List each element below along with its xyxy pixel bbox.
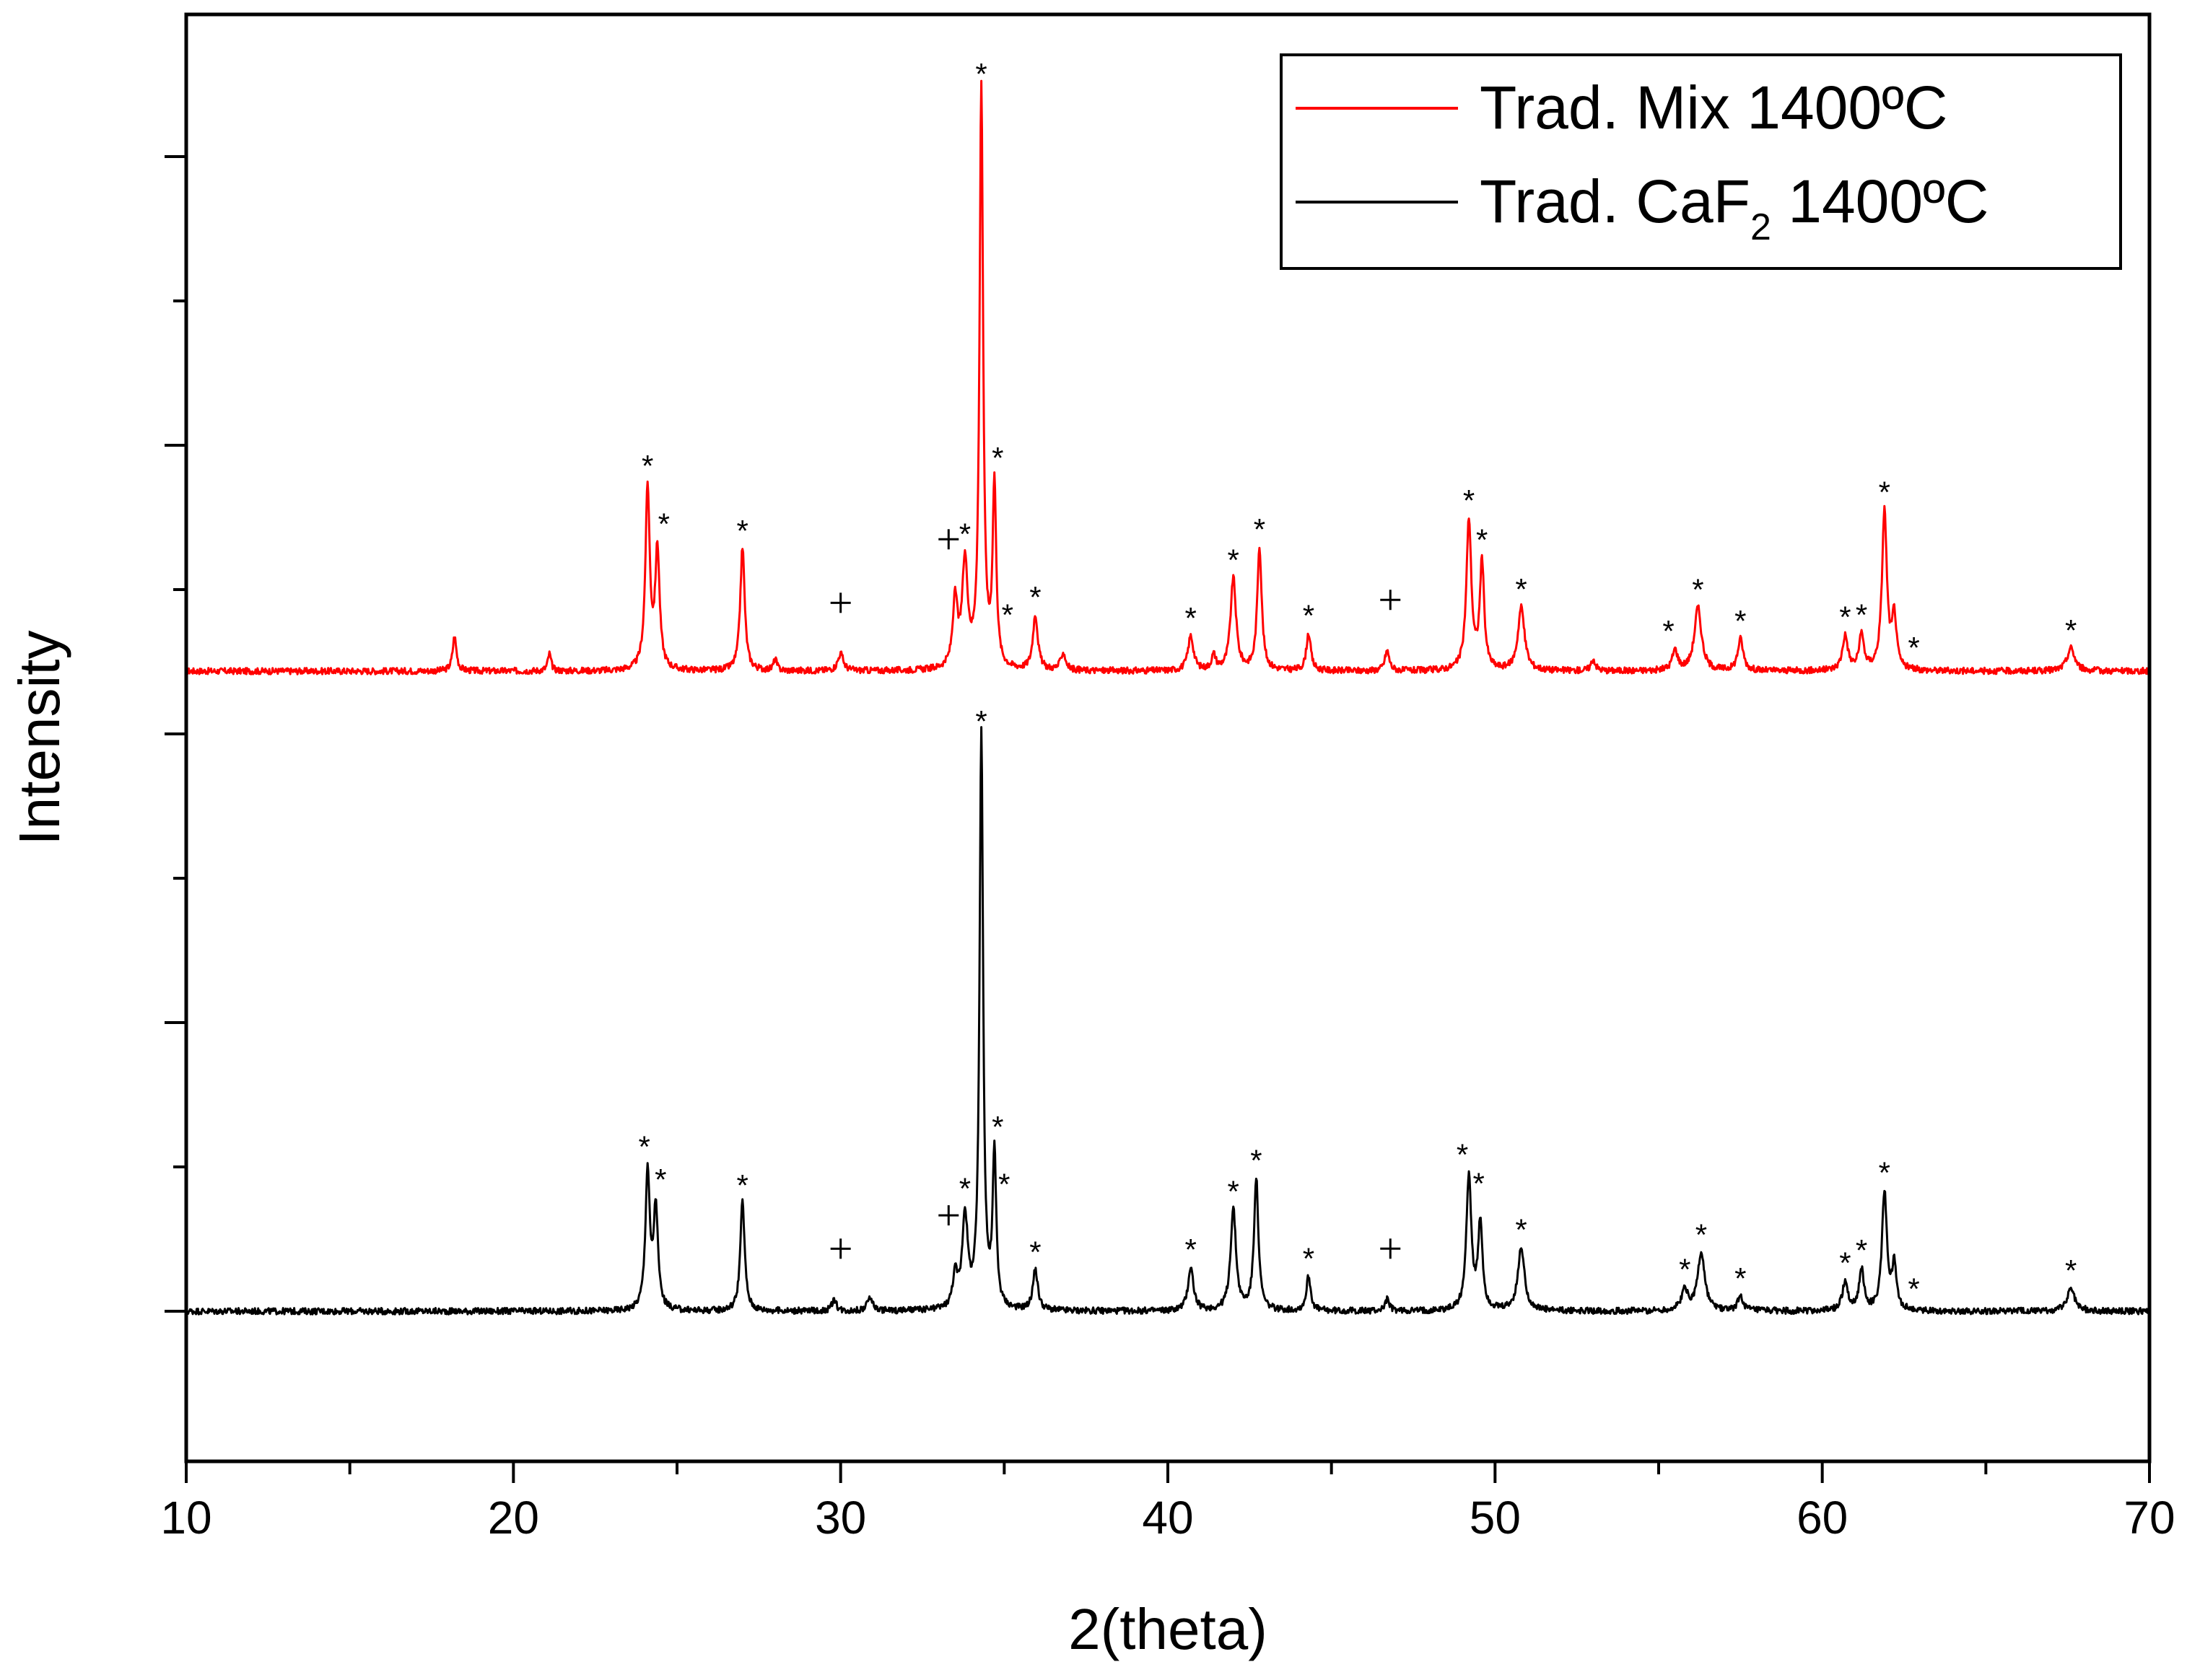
x-tick-label: 20 [488,1492,539,1544]
x-tick-label: 10 [160,1492,211,1544]
series-line-mix [185,79,2151,675]
x-tick-label: 70 [2123,1492,2175,1544]
asterisk-marker-mix: * [2065,613,2077,647]
asterisk-marker-caf2: * [1839,1246,1851,1279]
asterisk-marker-caf2: * [736,1168,748,1202]
plus-marker-caf2 [938,1205,959,1226]
asterisk-marker-mix: * [975,57,987,91]
asterisk-marker-mix: * [1185,601,1197,635]
x-tick-label: 30 [815,1492,866,1544]
asterisk-marker-mix: * [1856,598,1867,631]
asterisk-marker-mix: * [1515,572,1527,606]
x-tick-label: 50 [1470,1492,1521,1544]
asterisk-marker-mix: * [1662,614,1674,648]
x-tick-label: 40 [1142,1492,1193,1544]
plus-marker-mix [830,592,851,613]
asterisk-marker-caf2: * [1695,1218,1707,1252]
asterisk-marker-caf2: * [2065,1254,2077,1287]
asterisk-marker-caf2: * [638,1130,650,1164]
series-layer [185,79,2151,1316]
asterisk-marker-mix: * [1734,604,1746,638]
asterisk-marker-mix: * [1879,475,1890,509]
asterisk-marker-caf2: * [1734,1261,1746,1295]
asterisk-marker-caf2: * [1679,1253,1690,1287]
asterisk-marker-mix: * [1692,572,1703,606]
asterisk-marker-caf2: * [1029,1235,1041,1269]
legend-label-caf2: Trad. CaF2 1400ºC [1480,167,1989,248]
asterisk-marker-mix: * [959,517,971,551]
asterisk-marker-caf2: * [998,1167,1010,1201]
asterisk-marker-mix: * [736,514,748,548]
asterisk-marker-caf2: * [1472,1167,1484,1201]
asterisk-marker-mix: * [1463,484,1475,517]
y-axis-title: Intensity [7,631,71,846]
asterisk-marker-caf2: * [1303,1242,1314,1276]
asterisk-marker-caf2: * [1457,1137,1468,1171]
asterisk-marker-mix: * [1839,600,1851,634]
legend-label-caf2-main: Trad. CaF [1480,167,1750,235]
asterisk-marker-mix: * [1227,543,1239,577]
asterisk-marker-mix: * [1908,631,1919,665]
legend: Trad. Mix 1400ºC Trad. CaF2 1400ºC [1280,53,2122,270]
asterisk-marker-caf2: * [975,704,987,738]
plus-marker-mix [938,529,959,550]
asterisk-marker-caf2: * [1908,1272,1919,1305]
asterisk-marker-caf2: * [1879,1155,1890,1189]
asterisk-marker-mix: * [1029,580,1041,614]
asterisk-marker-caf2: * [1185,1233,1197,1266]
plus-marker-caf2 [1380,1238,1401,1259]
axis-layer: 10 20 30 40 50 60 70 [160,155,2175,1544]
plus-marker-mix [1380,590,1401,611]
asterisk-marker-mix: * [642,449,653,483]
legend-label-caf2-subscript: 2 [1750,206,1771,248]
asterisk-marker-mix: * [1254,512,1265,546]
legend-box [1280,53,2122,270]
legend-label-caf2-end: 1400ºC [1771,167,1989,235]
asterisk-marker-mix: * [992,441,1003,475]
series-line-caf2 [185,726,2150,1316]
x-tick-label: 60 [1797,1492,1848,1544]
asterisk-marker-mix: * [1476,523,1488,557]
asterisk-marker-mix: * [658,507,670,541]
peak-marker-layer: ** * *************** * ****** * ***** *********… [638,57,2077,1305]
asterisk-marker-mix: * [1303,599,1314,633]
asterisk-marker-caf2: * [992,1110,1003,1144]
asterisk-marker-caf2: * [959,1172,971,1206]
x-axis-title: 2(theta) [1068,1597,1267,1661]
legend-label-mix: Trad. Mix 1400ºC [1480,74,1947,141]
asterisk-marker-caf2: * [1227,1174,1239,1208]
asterisk-marker-caf2: * [1250,1143,1262,1177]
asterisk-marker-mix: * [1002,598,1013,632]
plus-marker-caf2 [830,1238,851,1259]
asterisk-marker-caf2: * [1856,1233,1867,1267]
asterisk-marker-caf2: * [655,1163,666,1196]
asterisk-marker-caf2: * [1515,1212,1527,1246]
